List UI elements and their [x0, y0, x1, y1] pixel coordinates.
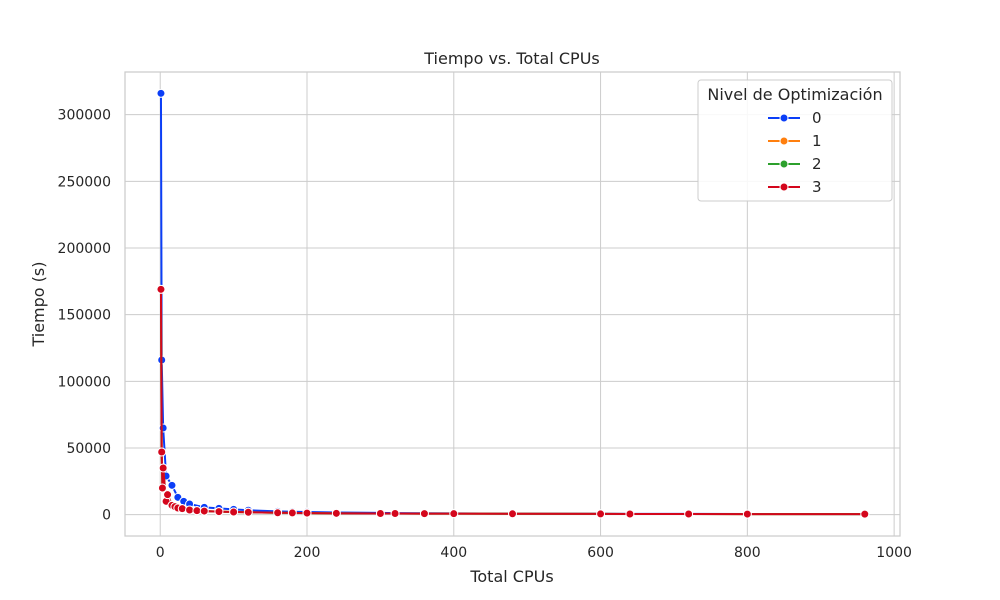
y-tick-label: 0	[102, 508, 111, 524]
x-tick-label: 400	[440, 545, 467, 561]
data-point	[167, 480, 177, 490]
series-layer	[156, 88, 870, 519]
legend-marker	[779, 136, 789, 146]
y-tick-label: 150000	[58, 308, 111, 324]
data-point	[185, 505, 195, 515]
y-tick-label: 50000	[66, 441, 111, 457]
data-point	[419, 509, 429, 519]
data-point	[302, 508, 312, 518]
x-axis-title: Total CPUs	[469, 567, 553, 586]
data-point	[375, 508, 385, 518]
data-point	[331, 508, 341, 518]
legend: Nivel de Optimización 0 1 2 3	[697, 79, 893, 202]
x-tick-label: 0	[156, 545, 165, 561]
data-point	[158, 463, 168, 473]
y-tick-label: 300000	[58, 108, 111, 124]
data-point	[177, 504, 187, 514]
data-point	[163, 490, 173, 500]
x-tick-label: 800	[734, 545, 761, 561]
legend-title: Nivel de Optimización	[707, 85, 882, 104]
data-point	[860, 509, 870, 519]
data-point	[214, 507, 224, 517]
data-point	[199, 506, 209, 516]
legend-label: 3	[812, 178, 822, 196]
legend-label: 1	[812, 132, 822, 150]
tick-labels: 0 200 400 600 800 1000 0 50000 100000 150000 20000…	[58, 108, 912, 561]
plot-frame	[124, 71, 901, 537]
legend-marker	[779, 113, 789, 123]
legend-marker	[779, 159, 789, 169]
data-point	[156, 88, 166, 98]
y-axis-title: Tiempo (s)	[29, 261, 48, 347]
y-tick-label: 100000	[58, 374, 111, 390]
legend-item: 0	[768, 109, 822, 127]
data-point	[596, 509, 606, 519]
data-point	[192, 506, 202, 516]
legend-label: 0	[812, 109, 822, 127]
data-point	[243, 507, 253, 517]
legend-label: 2	[812, 155, 822, 173]
data-point	[684, 509, 694, 519]
data-point	[156, 284, 166, 294]
data-point	[449, 509, 459, 519]
data-point	[157, 447, 167, 457]
legend-item: 3	[768, 178, 822, 196]
data-point	[287, 508, 297, 518]
legend-item: 1	[768, 132, 822, 150]
y-tick-label: 250000	[58, 174, 111, 190]
data-point	[157, 483, 167, 493]
data-point	[625, 509, 635, 519]
legend-items: 0 1 2 3	[768, 109, 822, 196]
data-point	[273, 508, 283, 518]
x-tick-label: 600	[587, 545, 614, 561]
data-point	[508, 509, 517, 519]
series-3	[156, 284, 870, 519]
data-point	[742, 509, 752, 519]
data-point	[158, 423, 168, 433]
legend-marker	[779, 182, 789, 192]
y-tick-label: 200000	[58, 241, 111, 257]
x-tick-label: 1000	[876, 545, 912, 561]
legend-item: 2	[768, 155, 822, 173]
data-point	[390, 509, 400, 519]
data-point	[229, 507, 239, 517]
chart-title: Tiempo vs. Total CPUs	[423, 49, 599, 68]
x-tick-label: 200	[294, 545, 321, 561]
